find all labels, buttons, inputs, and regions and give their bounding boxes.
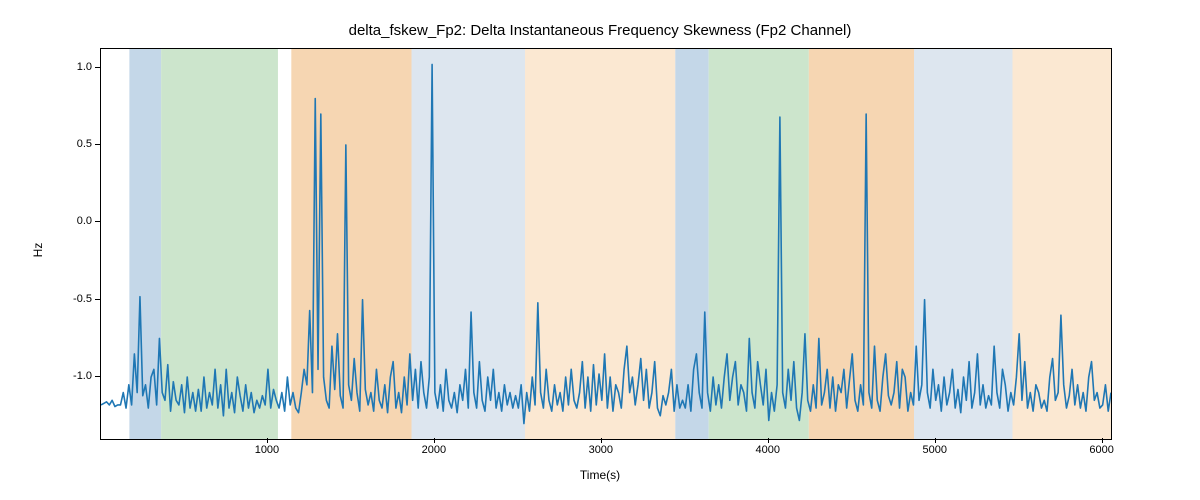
y-tick-label: 0.0 [32, 215, 92, 227]
y-tick-mark [95, 67, 100, 68]
y-tick-mark [95, 299, 100, 300]
background-region [161, 49, 278, 439]
x-tick-mark [1102, 438, 1103, 443]
x-tick-mark [768, 438, 769, 443]
y-tick-label: -1.0 [32, 370, 92, 382]
x-tick-label: 2000 [422, 444, 446, 456]
chart: delta_fskew_Fp2: Delta Instantaneous Fre… [0, 0, 1200, 500]
y-axis-label: Hz [31, 243, 45, 258]
x-tick-mark [434, 438, 435, 443]
x-tick-mark [601, 438, 602, 443]
plot-area [100, 48, 1112, 440]
y-tick-mark [95, 221, 100, 222]
x-tick-mark [935, 438, 936, 443]
background-region [1013, 49, 1111, 439]
x-tick-label: 1000 [255, 444, 279, 456]
y-tick-label: -0.5 [32, 293, 92, 305]
x-tick-label: 5000 [922, 444, 946, 456]
y-tick-mark [95, 376, 100, 377]
x-tick-label: 3000 [589, 444, 613, 456]
y-tick-label: 0.5 [32, 138, 92, 150]
background-region [129, 49, 161, 439]
plot-svg [101, 49, 1111, 439]
y-tick-mark [95, 144, 100, 145]
x-tick-label: 6000 [1089, 444, 1113, 456]
y-tick-label: 1.0 [32, 61, 92, 73]
x-tick-mark [267, 438, 268, 443]
x-axis-label: Time(s) [0, 468, 1200, 482]
chart-title: delta_fskew_Fp2: Delta Instantaneous Fre… [0, 22, 1200, 39]
x-tick-label: 4000 [756, 444, 780, 456]
background-region [675, 49, 708, 439]
